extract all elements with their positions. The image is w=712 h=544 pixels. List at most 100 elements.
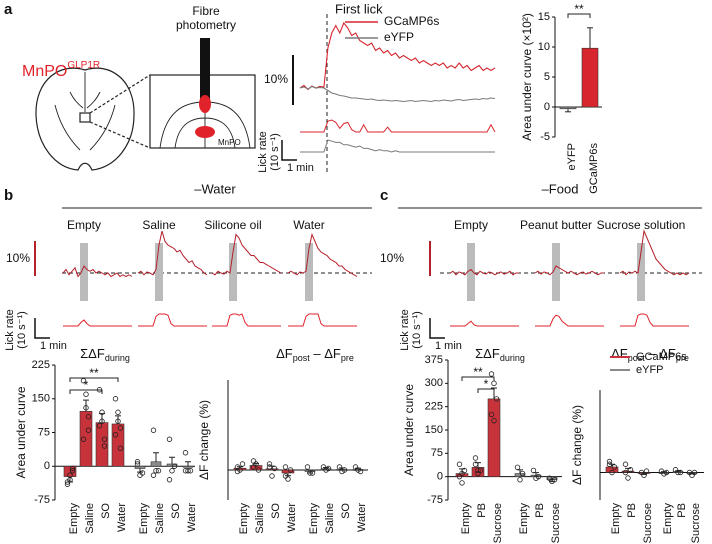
y-tick-label: 300 (425, 377, 443, 389)
data-point (255, 467, 262, 473)
y-tick-label: 5 (544, 71, 550, 83)
significance-bracket (461, 376, 495, 381)
x-tick-label: Empty (610, 503, 622, 535)
legend-label: GCaMP6s (384, 14, 439, 28)
lick-unit: (10 s⁻¹) (269, 133, 281, 171)
x-tick-label: SO (100, 503, 112, 519)
x-tick-label: Empty (460, 503, 472, 535)
significance-label: * (84, 378, 89, 392)
photometry-trace (449, 268, 519, 276)
label-subscript: during (105, 353, 130, 363)
x-tick-label: PB (476, 503, 488, 518)
data-point (307, 470, 313, 476)
data-point (166, 436, 173, 442)
y-tick-label: 75 (431, 447, 443, 459)
y-tick-label: -75 (34, 494, 50, 506)
y-axis-label: ΔF change (%) (570, 405, 584, 485)
data-point (622, 461, 629, 467)
time-scale-label: 1 min (435, 340, 462, 352)
event-label: First lick (335, 1, 383, 16)
significance-label: ** (574, 2, 584, 16)
lick-trace (620, 313, 689, 327)
bar (581, 47, 599, 108)
data-point (250, 458, 257, 464)
measure-label: ΣΔFduring (80, 346, 130, 363)
data-point (153, 468, 159, 474)
x-tick-label: PB (676, 503, 688, 518)
x-tick-label: Empty (138, 503, 150, 535)
data-point (488, 371, 495, 377)
data-point (266, 464, 273, 470)
bar (182, 465, 194, 468)
x-tick-label: Empty (308, 503, 320, 535)
data-point (85, 414, 92, 420)
time-scale-bar (34, 318, 50, 339)
photometry-trace (299, 85, 496, 103)
lick-trace (288, 313, 357, 327)
y-tick-label: 225 (32, 359, 50, 371)
significance-bracket (477, 388, 495, 393)
data-point (325, 465, 332, 472)
data-point (304, 464, 311, 470)
data-point (134, 461, 141, 467)
stimulus-window (467, 243, 475, 301)
data-point (99, 418, 105, 424)
y-tick-label: 0 (544, 101, 550, 113)
data-point (85, 427, 92, 433)
lick-unit: (10 s⁻¹) (16, 311, 28, 349)
data-point (155, 468, 162, 474)
data-point (691, 469, 698, 476)
data-point (182, 450, 189, 456)
data-point (250, 464, 257, 470)
data-point (535, 473, 542, 480)
data-point (530, 467, 537, 474)
data-point (150, 472, 157, 478)
data-point (271, 465, 278, 472)
region-label: MnPOGLP1R (22, 60, 100, 81)
y-axis-label: ΔF change (%) (197, 400, 211, 480)
photometry-trace (534, 265, 604, 276)
label-subscript: pre (676, 353, 689, 363)
x-tick-label: Sucrose (550, 503, 562, 543)
x-tick-label: Empty (518, 503, 530, 535)
bar (150, 461, 162, 467)
data-point (117, 445, 124, 451)
time-scale-bar (429, 318, 445, 339)
lick-label: Lick rate (4, 309, 16, 351)
data-point (472, 461, 479, 467)
bar (134, 465, 146, 469)
x-tick-label: SO (270, 503, 282, 519)
x-tick-label: PB (626, 503, 638, 518)
x-tick-label: Water (286, 503, 298, 532)
time-scale-label: 1 min (287, 162, 314, 174)
x-tick-label: SO (170, 503, 182, 519)
panel-label: c (380, 187, 388, 204)
y-tick-label: 150 (32, 393, 50, 405)
photometry-trace (211, 233, 282, 276)
significance-bracket (69, 389, 103, 394)
y-tick-label: 10 (538, 41, 550, 53)
data-point (675, 469, 681, 476)
trial-label: Sucrose solution (597, 218, 686, 232)
lick-trace (63, 319, 132, 327)
trial-label: Empty (454, 218, 488, 232)
stimulus-window (155, 243, 163, 301)
label-part: ΔF (276, 346, 293, 361)
data-point (488, 411, 495, 418)
data-point (477, 467, 484, 474)
data-point (171, 463, 178, 469)
data-point (287, 467, 294, 473)
data-point (285, 476, 291, 482)
data-point (309, 470, 316, 476)
y-tick-label: 15 (538, 11, 550, 23)
significance-label: ** (89, 366, 99, 380)
region-superscript: GLP1R (67, 60, 100, 71)
data-point (606, 458, 613, 465)
panel-label: b (4, 187, 13, 204)
scale-label: 10% (6, 251, 30, 265)
legend-label: GCaMP6s (636, 351, 687, 363)
y-axis-label: Area under curve (14, 386, 28, 478)
data-point (239, 461, 246, 467)
measure-label: ΣΔFduring (475, 346, 525, 363)
data-point (112, 396, 119, 402)
